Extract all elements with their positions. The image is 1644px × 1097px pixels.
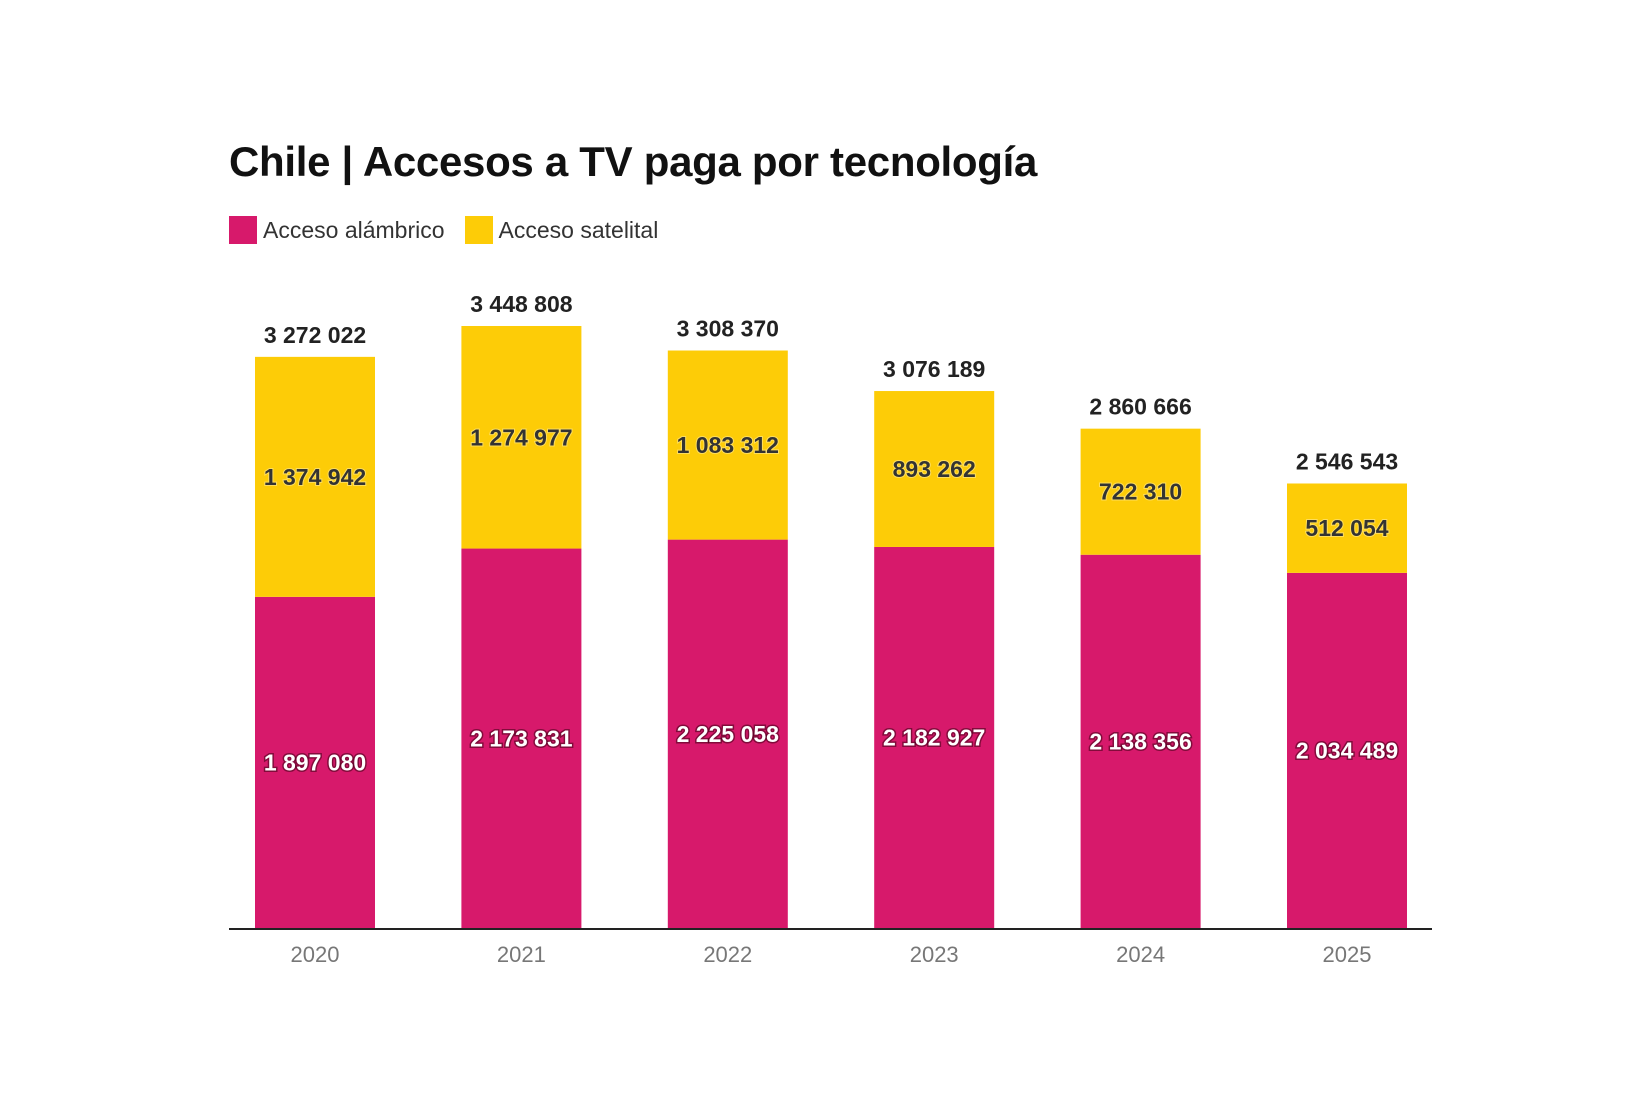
x-tick-label-2024: 2024 bbox=[1116, 942, 1165, 967]
data-label-satellite-2023: 893 262 bbox=[893, 456, 976, 482]
x-tick-label-2021: 2021 bbox=[497, 942, 546, 967]
bar-wired-2021 bbox=[461, 548, 582, 928]
total-label-2025: 2 546 543 bbox=[1296, 448, 1398, 474]
data-label-wired-2022: 2 225 058 bbox=[677, 721, 780, 747]
legend-label-satellite: Acceso satelital bbox=[498, 216, 659, 243]
total-label-2020: 3 272 022 bbox=[264, 322, 366, 348]
data-label-satellite-2025: 512 054 bbox=[1305, 515, 1388, 541]
x-tick-label-2025: 2025 bbox=[1323, 942, 1372, 967]
bar-wired-2025 bbox=[1287, 572, 1407, 928]
data-label-satellite-2024: 722 310 bbox=[1099, 479, 1182, 505]
data-label-satellite-2022: 1 083 312 bbox=[677, 432, 779, 458]
x-tick-label-2023: 2023 bbox=[910, 942, 959, 967]
legend-swatch-satellite bbox=[464, 216, 493, 244]
total-label-2023: 3 076 189 bbox=[883, 356, 985, 382]
legend-item-wired: Acceso alámbrico bbox=[229, 216, 445, 244]
bar-satellite-2023 bbox=[874, 391, 995, 547]
data-label-wired-2024: 2 138 356 bbox=[1089, 728, 1191, 754]
bar-satellite-2024 bbox=[1080, 428, 1201, 555]
total-label-2021: 3 448 808 bbox=[470, 291, 573, 317]
total-label-2024: 2 860 666 bbox=[1089, 394, 1191, 420]
x-tick-label-2022: 2022 bbox=[703, 942, 752, 967]
bar-satellite-2021 bbox=[461, 326, 582, 549]
data-label-satellite-2020: 1 374 942 bbox=[264, 464, 366, 490]
data-label-wired-2020: 1 897 080 bbox=[264, 749, 366, 775]
data-label-wired-2025: 2 034 489 bbox=[1296, 737, 1398, 763]
legend-swatch-wired bbox=[229, 216, 257, 244]
legend: Acceso alámbrico Acceso satelital bbox=[229, 215, 678, 245]
legend-item-satellite: Acceso satelital bbox=[464, 216, 659, 244]
bar-satellite-2025 bbox=[1287, 483, 1407, 573]
legend-label-wired: Acceso alámbrico bbox=[263, 216, 445, 243]
bar-satellite-2022 bbox=[667, 350, 788, 540]
bar-wired-2023 bbox=[874, 546, 995, 928]
data-label-satellite-2021: 1 274 977 bbox=[470, 424, 572, 450]
data-label-wired-2021: 2 173 831 bbox=[470, 725, 573, 751]
chart-title: Chile | Accesos a TV paga por tecnología bbox=[229, 138, 1038, 185]
data-label-wired-2023: 2 182 927 bbox=[883, 724, 985, 750]
bar-satellite-2020 bbox=[255, 356, 375, 597]
bar-wired-2024 bbox=[1080, 554, 1201, 928]
bar-wired-2022 bbox=[667, 539, 788, 928]
bar-wired-2020 bbox=[255, 596, 375, 928]
x-tick-label-2020: 2020 bbox=[291, 942, 340, 967]
total-label-2022: 3 308 370 bbox=[677, 316, 779, 342]
